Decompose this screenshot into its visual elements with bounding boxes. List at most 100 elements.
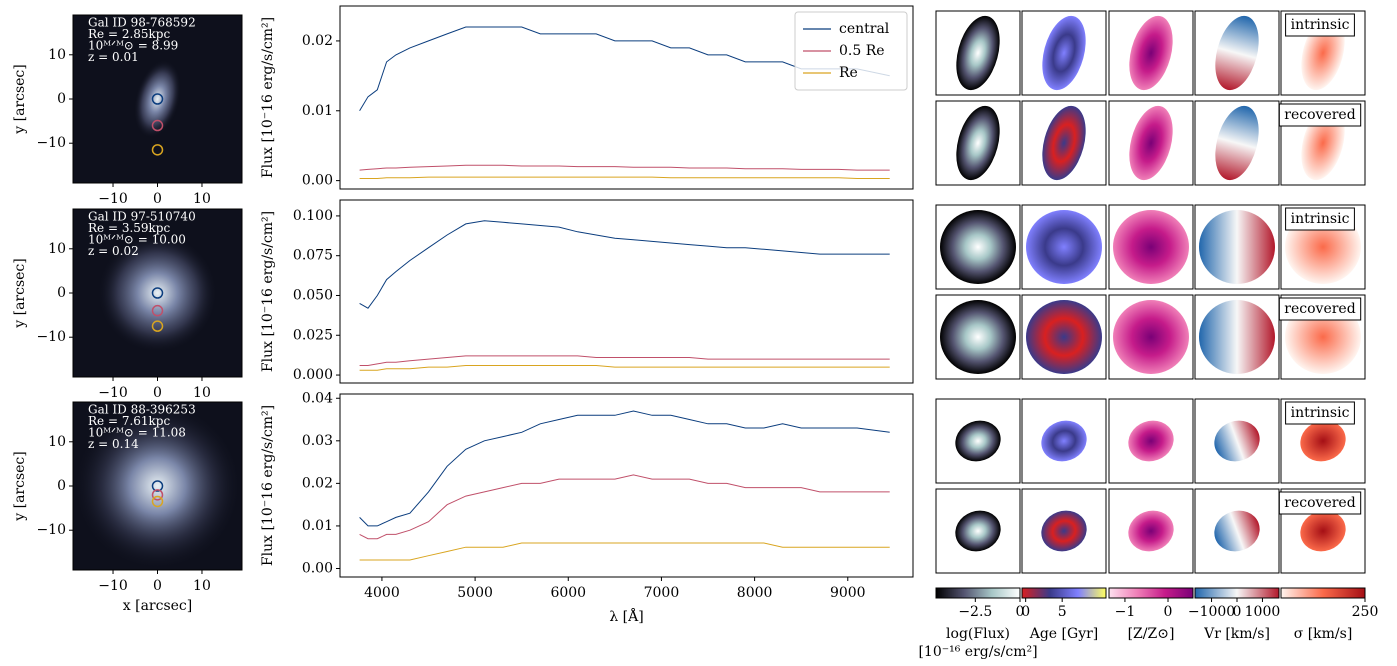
spectrum-line <box>359 355 890 366</box>
y-axis-label: y [arcsec] <box>12 451 28 521</box>
aperture <box>151 480 164 492</box>
annotation: z = 0.01 <box>88 50 139 64</box>
x-tick-label: −10 <box>98 578 128 594</box>
colorbar <box>1108 587 1194 599</box>
map-image <box>1215 15 1259 91</box>
y-tick-label: −10 <box>36 329 66 345</box>
map-image <box>940 300 1016 374</box>
x-tick-label: 10 <box>193 385 211 401</box>
colorbar-tick-label: 0 <box>1021 604 1030 620</box>
map-row-label-box <box>1278 491 1362 515</box>
spectrum-line <box>359 410 890 527</box>
x-tick-label: 10 <box>193 191 211 207</box>
y-tick-label: 0.050 <box>293 287 333 303</box>
map-row-label: intrinsic <box>1291 405 1350 421</box>
map-row-label: recovered <box>1284 301 1355 317</box>
aperture <box>151 93 164 105</box>
y-tick-label: 0.00 <box>302 560 333 576</box>
colorbar-tick-label: 0 <box>1016 604 1025 620</box>
map-image <box>1041 420 1087 462</box>
y-axis-label: y [arcsec] <box>12 64 28 134</box>
spectrum-line <box>359 542 890 561</box>
colorbar-label: log(Flux) <box>946 626 1010 642</box>
y-axis-label: Flux [10⁻16 erg/s/cm²] <box>260 17 276 178</box>
y-tick-label: 0 <box>57 478 66 494</box>
aperture <box>151 495 164 508</box>
legend-label: Re <box>839 65 858 81</box>
map-row-label: recovered <box>1284 107 1355 123</box>
y-tick-label: 0.000 <box>293 367 333 383</box>
colorbar-tick-label: 250 <box>1352 604 1379 620</box>
aperture <box>151 320 164 332</box>
colorbar-label: σ [km/s] <box>1294 626 1353 642</box>
map-row-label: intrinsic <box>1291 211 1350 227</box>
map-image <box>1042 105 1086 181</box>
y-tick-label: 10 <box>48 47 66 63</box>
colorbar <box>1194 587 1280 599</box>
colorbar-tick-label: 0 <box>1233 604 1242 620</box>
y-tick-label: 0.00 <box>302 173 333 189</box>
colorbar <box>1021 587 1107 599</box>
galaxy-light <box>133 59 182 139</box>
y-axis-label: Flux [10⁻16 erg/s/cm²] <box>260 211 276 372</box>
aperture <box>151 144 164 156</box>
map-image <box>1113 210 1189 284</box>
x-tick-label: 7000 <box>644 585 680 601</box>
y-axis-label: y [arcsec] <box>12 258 28 328</box>
map-row-label-box <box>1278 103 1362 127</box>
spectrum-line <box>359 176 890 179</box>
legend-box <box>794 11 908 91</box>
annotation: 10ᴹᐟᴹ⊙ = 10.00 <box>88 233 186 247</box>
map-image <box>1199 300 1275 374</box>
galaxy-light <box>97 233 218 353</box>
annotation: Re = 7.61kpc <box>88 414 170 428</box>
map-image <box>1041 510 1087 552</box>
colorbar-label: Vr [km/s] <box>1203 626 1270 642</box>
colorbar <box>1280 587 1366 599</box>
spectrum-line <box>359 220 890 309</box>
y-tick-label: 0 <box>57 91 66 107</box>
y-tick-label: 0.01 <box>302 518 333 534</box>
y-tick-label: 0.025 <box>293 327 333 343</box>
x-tick-label: 0 <box>153 578 162 594</box>
y-tick-label: −10 <box>36 522 66 538</box>
map-row-label: recovered <box>1284 495 1355 511</box>
x-tick-label: 0 <box>153 191 162 207</box>
y-tick-label: 0.01 <box>302 103 333 119</box>
colorbar-tick-label: −1 <box>1115 604 1136 620</box>
galaxy-light <box>73 402 242 570</box>
x-tick-label: −10 <box>98 385 128 401</box>
map-image <box>1129 15 1173 91</box>
colorbar-label: [10⁻¹⁶ erg/s/cm²] <box>918 644 1037 660</box>
aperture <box>151 287 164 299</box>
x-tick-label: 9000 <box>830 585 866 601</box>
annotation: Re = 2.85kpc <box>88 27 170 41</box>
x-tick-label: 0 <box>153 385 162 401</box>
annotation: 10ᴹᐟᴹ⊙ = 8.99 <box>88 39 178 53</box>
x-tick-label: 10 <box>193 578 211 594</box>
x-tick-label: −10 <box>98 191 128 207</box>
legend-label: central <box>839 21 890 37</box>
map-row-label-box <box>1278 297 1362 321</box>
plot-frame <box>339 199 914 384</box>
plot-frame <box>339 5 914 190</box>
map-image <box>1128 510 1174 552</box>
map-image <box>956 105 1000 181</box>
x-tick-label: 6000 <box>550 585 586 601</box>
map-row-label: intrinsic <box>1291 17 1350 33</box>
legend-label: 0.5 Re <box>839 43 885 59</box>
map-row-label-box <box>1285 207 1355 231</box>
colorbar-tick-label: −2.5 <box>958 604 992 620</box>
y-axis-label: Flux [10⁻16 erg/s/cm²] <box>260 405 276 566</box>
map-image <box>955 420 1001 462</box>
map-image <box>1214 420 1260 462</box>
y-tick-label: −10 <box>36 135 66 151</box>
y-tick-label: 0.075 <box>293 248 333 264</box>
map-image <box>940 210 1016 284</box>
map-image <box>1128 420 1174 462</box>
x-tick-label: 8000 <box>737 585 773 601</box>
y-tick-label: 0.03 <box>302 433 333 449</box>
colorbar-tick-label: 0 <box>1164 604 1173 620</box>
aperture <box>151 489 164 501</box>
annotation: Re = 3.59kpc <box>88 221 170 235</box>
